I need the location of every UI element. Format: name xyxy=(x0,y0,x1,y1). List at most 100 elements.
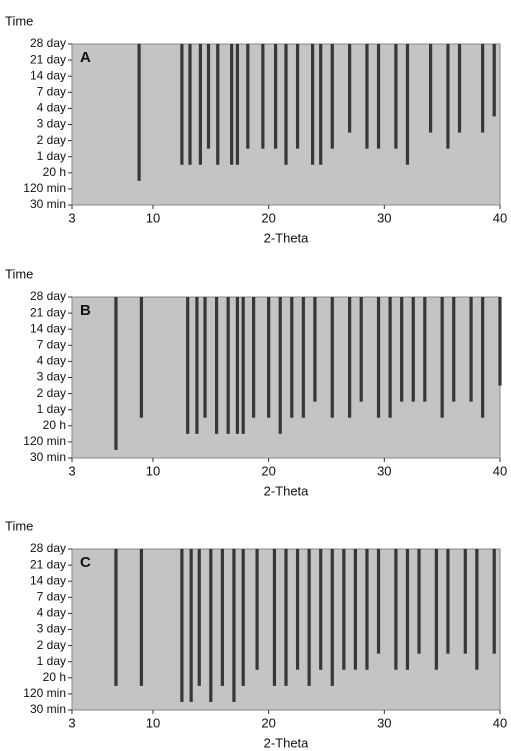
peak-stripe xyxy=(252,297,256,418)
y-tick-label: 120 min xyxy=(23,686,66,700)
x-tick-label: 10 xyxy=(146,715,160,730)
peak-stripe xyxy=(405,44,410,165)
y-tick-label: 120 min xyxy=(23,181,66,195)
y-tick-label: 3 day xyxy=(37,622,66,636)
peak-stripe xyxy=(365,549,369,670)
y-tick-label: 30 min xyxy=(30,702,66,716)
x-tick-label: 3 xyxy=(68,210,75,225)
peak-stripe xyxy=(359,297,363,402)
peak-stripe xyxy=(376,44,381,149)
y-tick-label: 4 day xyxy=(37,101,66,115)
peak-stripe xyxy=(348,297,352,418)
peak-stripe xyxy=(235,44,240,165)
y-tick-label: 20 h xyxy=(43,670,66,684)
y-tick-label: 20 h xyxy=(43,418,66,432)
x-tick-label: 3 xyxy=(68,463,75,478)
peak-stripe xyxy=(446,44,450,149)
y-tick-label: 1 day xyxy=(37,149,66,163)
peak-stripe xyxy=(481,297,485,418)
peak-stripe xyxy=(241,297,245,434)
peak-stripe xyxy=(400,297,404,402)
y-tick-label: 7 day xyxy=(37,84,66,98)
peak-stripe xyxy=(405,549,410,670)
panel-label: C xyxy=(80,554,91,571)
panel-label: A xyxy=(80,49,91,66)
peak-stripe xyxy=(417,549,421,654)
x-tick-label: 20 xyxy=(261,715,275,730)
peak-stripe xyxy=(353,549,358,670)
y-tick-label: 2 day xyxy=(37,638,66,652)
y-tick-label: 21 day xyxy=(30,305,66,319)
peak-stripe xyxy=(452,297,456,402)
peak-stripe xyxy=(348,44,352,133)
peak-stripe xyxy=(434,549,438,670)
peak-stripe xyxy=(428,44,433,133)
panel-label: B xyxy=(80,302,91,319)
peak-stripe xyxy=(394,44,398,149)
y-tick-label: 120 min xyxy=(23,434,66,448)
y-tick-label: 14 day xyxy=(30,68,66,82)
y-tick-label: 30 min xyxy=(30,450,66,464)
y-axis-label: Time xyxy=(5,266,33,281)
peak-stripe xyxy=(272,549,277,686)
peak-stripe xyxy=(137,44,141,181)
peak-stripe xyxy=(188,44,192,165)
peak-stripe xyxy=(198,44,202,165)
y-tick-label: 2 day xyxy=(37,133,66,147)
peak-stripe xyxy=(189,549,193,702)
peak-stripe xyxy=(446,549,450,654)
peak-stripe xyxy=(313,297,317,402)
peak-stripe xyxy=(284,549,288,686)
y-tick-label: 14 day xyxy=(30,321,66,335)
peak-stripe xyxy=(301,297,305,418)
peak-stripe xyxy=(246,44,250,149)
peak-stripe xyxy=(311,44,315,165)
plot-area xyxy=(71,296,501,459)
x-axis-label: 2-Theta xyxy=(264,735,310,750)
peak-stripe xyxy=(267,297,271,418)
x-tick-label: 20 xyxy=(261,210,275,225)
peak-stripe xyxy=(376,549,381,654)
y-tick-label: 3 day xyxy=(37,370,66,384)
peak-stripe xyxy=(440,297,444,418)
peak-stripe xyxy=(278,297,282,434)
peak-stripe xyxy=(261,44,265,149)
peak-stripe xyxy=(330,44,334,149)
peak-stripe xyxy=(180,549,184,702)
y-tick-label: 2 day xyxy=(37,386,66,400)
peak-stripe xyxy=(214,297,219,434)
peak-stripe xyxy=(457,44,462,133)
peak-stripe xyxy=(273,44,278,149)
y-tick-label: 28 day xyxy=(30,289,66,303)
y-tick-label: 3 day xyxy=(37,117,66,131)
x-tick-label: 40 xyxy=(493,715,507,730)
peak-stripe xyxy=(330,549,334,686)
peak-stripe xyxy=(230,44,234,165)
peak-stripe xyxy=(290,297,294,418)
y-tick-label: 1 day xyxy=(37,654,66,668)
peak-stripe xyxy=(139,549,144,686)
x-tick-label: 40 xyxy=(493,463,507,478)
y-tick-label: 14 day xyxy=(30,573,66,587)
peak-stripe xyxy=(220,549,224,686)
x-axis-label: 2-Theta xyxy=(264,230,310,245)
y-axis-label: Time xyxy=(5,13,33,28)
peak-stripe xyxy=(295,549,300,670)
y-tick-label: 28 day xyxy=(30,541,66,555)
x-tick-label: 30 xyxy=(377,210,391,225)
peak-stripe xyxy=(255,549,259,670)
y-tick-label: 7 day xyxy=(37,589,66,603)
peak-stripe xyxy=(463,549,467,654)
peak-stripe xyxy=(206,44,211,149)
peak-stripe xyxy=(139,297,144,418)
peak-stripe xyxy=(180,44,184,165)
x-tick-label: 3 xyxy=(68,715,75,730)
y-tick-label: 20 h xyxy=(43,165,66,179)
peak-stripe xyxy=(492,549,496,654)
y-tick-label: 21 day xyxy=(30,557,66,571)
y-tick-label: 7 day xyxy=(37,337,66,351)
x-tick-label: 40 xyxy=(493,210,507,225)
peak-stripe xyxy=(114,549,118,686)
peak-stripe xyxy=(411,297,415,402)
